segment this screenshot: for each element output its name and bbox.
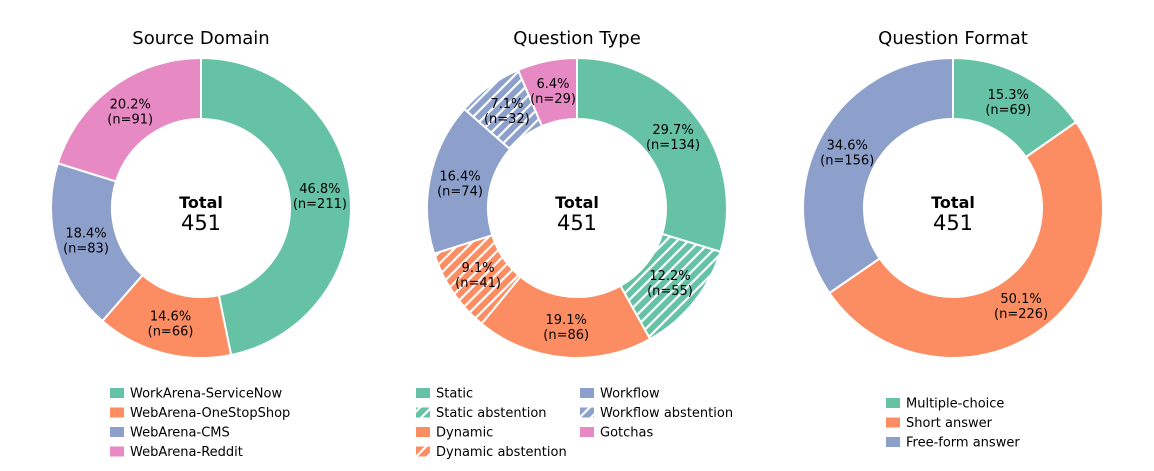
slice-percent-label: 15.3% (988, 88, 1029, 103)
legend-swatch (886, 417, 900, 428)
slice-count-label: (n=32) (484, 112, 530, 127)
legend-swatch (416, 407, 430, 418)
slice-count-label: (n=91) (107, 113, 153, 128)
center-total-value: 451 (181, 211, 221, 235)
slice-percent-label: 9.1% (462, 261, 495, 276)
legend-swatch (580, 427, 594, 437)
slice-short-answer (828, 120, 1104, 359)
legend-swatch (580, 407, 594, 418)
slice-count-label: (n=66) (148, 325, 194, 340)
legend-label-workflow: Workflow (600, 387, 660, 402)
slice-count-label: (n=134) (646, 138, 700, 153)
chart-question-type: Question Type 29.7%(n=134) 12.2%(n=55) 19.1… (416, 28, 733, 460)
legend-swatch (580, 388, 594, 398)
chart-title: Question Format (878, 28, 1028, 49)
slice-workarena-servicenow (200, 56, 352, 357)
chart-title: Question Type (513, 28, 641, 49)
slice-count-label: (n=55) (647, 284, 693, 299)
legend: Static Static abstention Dynamic Dynamic ab… (416, 387, 733, 460)
slice-percent-label: 19.1% (546, 313, 587, 328)
chart-question-format: Question Format 15.3%(n=69) 50.1%(n=226) 34… (802, 28, 1104, 451)
slice-percent-label: 7.1% (490, 97, 523, 112)
slice-webarena-reddit (56, 56, 202, 183)
slice-percent-label: 46.8% (299, 182, 340, 197)
slice-percent-label: 12.2% (649, 269, 690, 284)
legend-label-short-answer: Short answer (906, 416, 993, 431)
slice-percent-label: 29.7% (652, 123, 693, 138)
slice-static (576, 56, 728, 254)
center-total-label: Total (931, 193, 975, 212)
legend-label-webarena-reddit: WebArena-Reddit (130, 445, 243, 460)
slice-percent-label: 20.2% (110, 98, 151, 113)
slice-percent-label: 18.4% (65, 226, 106, 241)
center-total-value: 451 (933, 211, 973, 235)
legend-swatch (110, 446, 124, 457)
slice-percent-label: 14.6% (150, 310, 191, 325)
legend-label-gotchas: Gotchas (600, 426, 653, 441)
slice-count-label: (n=156) (820, 153, 874, 168)
slice-percent-label: 6.4% (537, 77, 570, 92)
center-total-value: 451 (557, 211, 597, 235)
legend-label-dynamic: Dynamic (436, 426, 493, 441)
legend-label-workflow-abstention: Workflow abstention (600, 406, 733, 421)
slice-count-label: (n=226) (994, 307, 1048, 322)
legend-label-workarena-servicenow: WorkArena-ServiceNow (130, 387, 282, 402)
legend-swatch (416, 446, 430, 457)
slice-percent-label: 50.1% (1000, 292, 1041, 307)
legend-swatch (886, 437, 900, 447)
center-total-label: Total (555, 193, 599, 212)
slice-percent-label: 34.6% (827, 138, 868, 153)
legend-swatch (886, 398, 900, 408)
center-total-label: Total (179, 193, 223, 212)
legend-label-static: Static (436, 387, 473, 402)
legend-swatch (416, 427, 430, 437)
slice-count-label: (n=83) (63, 241, 109, 256)
slice-count-label: (n=86) (543, 328, 589, 343)
slice-count-label: (n=41) (455, 276, 501, 291)
legend-label-multiple-choice: Multiple-choice (906, 397, 1004, 412)
legend-swatch (416, 388, 430, 398)
chart-title: Source Domain (132, 28, 269, 49)
legend: WorkArena-ServiceNow WebArena-OneStopShop… (110, 387, 290, 460)
slice-count-label: (n=211) (293, 197, 347, 212)
legend-label-free-form-answer: Free-form answer (906, 436, 1020, 451)
slice-free-form-answer (802, 56, 954, 295)
legend: Multiple-choice Short answer Free-form ans… (886, 397, 1020, 451)
legend-swatch (110, 388, 124, 398)
slice-count-label: (n=29) (530, 92, 576, 107)
legend-swatch (110, 427, 124, 437)
slice-gotchas (516, 56, 578, 128)
legend-label-dynamic-abstention: Dynamic abstention (436, 445, 567, 460)
legend-label-static-abstention: Static abstention (436, 406, 547, 421)
slice-count-label: (n=74) (437, 185, 483, 200)
legend-label-webarena-cms: WebArena-CMS (130, 426, 230, 441)
legend-label-webarena-onestopshop: WebArena-OneStopShop (130, 406, 290, 421)
slice-count-label: (n=69) (985, 103, 1031, 118)
slice-percent-label: 16.4% (439, 170, 480, 185)
chart-source-domain: Source Domain 46.8%(n=211) 14.6%(n=66) 18.4… (50, 28, 352, 460)
legend-swatch (110, 407, 124, 418)
